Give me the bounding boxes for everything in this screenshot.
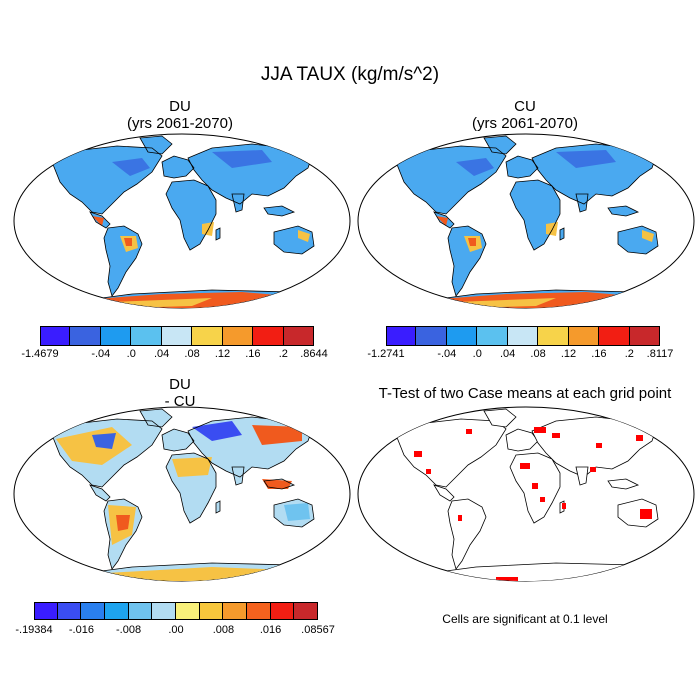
- significance-footnote: Cells are significant at 0.1 level: [442, 612, 608, 626]
- colorbar-du-label: .0: [126, 348, 136, 360]
- map-cu: [357, 133, 695, 309]
- panel-cu-line2: (yrs 2061-2070): [472, 115, 578, 132]
- significant-cells: [414, 427, 652, 581]
- colorbar-diff-swatch: [128, 602, 153, 620]
- colorbar-cu-swatch: [538, 326, 569, 346]
- colorbar-diff-label: .08567: [301, 624, 335, 636]
- panel-title-diff: DU - CU: [55, 376, 305, 410]
- colorbar-cu-label: .0: [472, 348, 482, 360]
- colorbar-diff-swatch: [152, 602, 176, 620]
- colorbar-cu: -1.2741 -.04 .0 .04 .08 .12 .16 .2 .8117: [367, 326, 673, 360]
- colorbar-diff: -.19384 -.016 -.008 .00 .008 .016 .08567: [15, 602, 335, 636]
- colorbar-diff-swatch: [81, 602, 105, 620]
- map-ttest: [357, 406, 695, 582]
- colorbar-du-label: .2: [278, 348, 288, 360]
- colorbar-du-swatch: [40, 326, 71, 346]
- colorbar-diff-swatch: [176, 602, 200, 620]
- colorbar-diff-swatch: [57, 602, 82, 620]
- colorbar-cu-label: .8117: [646, 348, 674, 360]
- colorbar-du-label: -.04: [91, 348, 111, 360]
- panel-du-line2: (yrs 2061-2070): [127, 115, 233, 132]
- colorbar-diff-swatch: [270, 602, 295, 620]
- colorbar-du-swatch: [222, 326, 254, 346]
- colorbar-cu-label: .04: [499, 348, 516, 360]
- colorbar-diff-swatch: [247, 602, 271, 620]
- panel-ttest-line1: T-Test of two Case means at each grid po…: [378, 385, 672, 402]
- panel-cu-line1: CU: [514, 98, 536, 115]
- panel-du-line1: DU: [169, 98, 191, 115]
- colorbar-cu-swatch: [386, 326, 417, 346]
- colorbar-diff-label: -.008: [116, 624, 142, 636]
- colorbar-diff-label: -.016: [68, 624, 94, 636]
- panel-title-ttest: T-Test of two Case means at each grid po…: [355, 385, 695, 402]
- colorbar-diff-swatch: [199, 602, 224, 620]
- colorbar-du-label: .12: [214, 348, 231, 360]
- map-diff: [13, 406, 351, 582]
- colorbar-du-label: .08: [184, 348, 200, 360]
- panel-title-du: DU (yrs 2061-2070): [55, 98, 305, 132]
- colorbar-diff-swatch: [105, 602, 129, 620]
- colorbar-diff-swatch: [34, 602, 58, 620]
- colorbar-cu-label: -1.2741: [367, 348, 405, 360]
- colorbar-cu-swatch: [477, 326, 508, 346]
- colorbar-cu-swatch: [416, 326, 447, 346]
- colorbar-du-swatch: [283, 326, 314, 346]
- colorbar-diff-label: .00: [168, 624, 184, 636]
- colorbar-cu-label: .2: [624, 348, 634, 360]
- colorbar-du-swatch: [100, 326, 132, 346]
- colorbar-du-label: .04: [153, 348, 170, 360]
- panel-title-cu: CU (yrs 2061-2070): [400, 98, 650, 132]
- colorbar-du-swatch: [70, 326, 101, 346]
- panel-diff-line2: - CU: [164, 393, 196, 410]
- colorbar-diff-swatch: [223, 602, 247, 620]
- colorbar-cu-swatch: [629, 326, 660, 346]
- colorbar-du-swatch: [131, 326, 162, 346]
- colorbar-diff-label: -.19384: [15, 624, 53, 636]
- colorbar-du-label: -1.4679: [21, 348, 59, 360]
- colorbar-diff-swatch: [294, 602, 318, 620]
- colorbar-cu-swatch: [568, 326, 600, 346]
- colorbar-cu-swatch: [446, 326, 478, 346]
- colorbar-diff-label: .008: [212, 624, 235, 636]
- colorbar-cu-label: .12: [560, 348, 577, 360]
- colorbar-du: -1.4679 -.04 .0 .04 .08 .12 .16 .2 .8644: [21, 326, 328, 360]
- colorbar-du-label: .16: [245, 348, 261, 360]
- colorbar-du-swatch: [161, 326, 193, 346]
- colorbar-cu-label: .16: [591, 348, 607, 360]
- colorbar-diff-label: .016: [259, 624, 282, 636]
- panel-diff-line1: DU: [169, 376, 191, 393]
- colorbar-du-swatch: [253, 326, 284, 346]
- colorbar-cu-swatch: [599, 326, 630, 346]
- colorbar-du-label: .8644: [300, 348, 328, 360]
- colorbar-cu-swatch: [507, 326, 539, 346]
- map-du: [13, 133, 351, 309]
- figure-title: JJA TAUX (kg/m/s^2): [260, 64, 440, 85]
- colorbar-du-swatch: [192, 326, 223, 346]
- colorbar-cu-label: .08: [530, 348, 546, 360]
- colorbar-cu-label: -.04: [437, 348, 457, 360]
